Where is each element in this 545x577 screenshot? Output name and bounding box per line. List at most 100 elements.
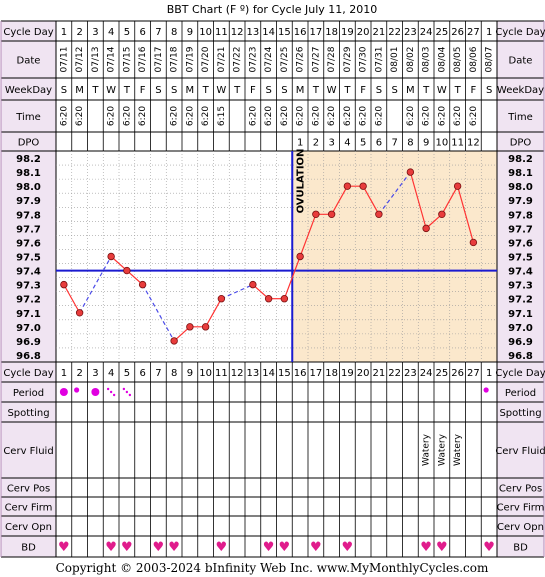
date-label: 07/24 [264, 46, 274, 72]
row-label-bg-left [1, 362, 56, 382]
period-marker-heavy [59, 388, 68, 396]
bd-heart-marker: ♥ [121, 540, 133, 555]
temp-tick-right: 97.9 [508, 196, 533, 207]
row-label-bg-left [1, 151, 56, 362]
temp-tick-right: 97.3 [508, 281, 533, 292]
weekday-label: S [391, 85, 397, 96]
row-label-wd: WeekDay [5, 85, 52, 96]
date-label: 07/25 [280, 47, 290, 73]
temp-tick-right: 98.1 [508, 168, 533, 179]
row-label-copn-right: Cerv Opn [497, 522, 544, 533]
row-label-fluid: Cerv Fluid [3, 446, 53, 457]
row-label-bg-right [497, 362, 544, 382]
temp-tick-right: 97.0 [508, 323, 533, 334]
cycle-day-label-bottom: 5 [124, 368, 130, 379]
temp-point [217, 295, 226, 303]
cycle-day-label: 3 [92, 27, 98, 38]
temp-line-segment [63, 284, 81, 314]
cycle-day-label: 27 [467, 27, 480, 38]
row-label-date: Date [17, 56, 41, 67]
cycle-day-label-bottom: 12 [231, 368, 244, 379]
cycle-day-label: 11 [215, 27, 228, 38]
cycle-day-label-bottom: 7 [155, 368, 161, 379]
cycle-day-label-bottom: 1 [486, 368, 492, 379]
time-label: 6:20 [296, 106, 306, 126]
temp-point [186, 323, 194, 331]
weekday-label: S [376, 85, 382, 96]
temp-tick-left: 97.8 [16, 210, 41, 221]
period-marker-light [109, 390, 113, 394]
time-label: 6:20 [453, 106, 463, 126]
date-label: 07/28 [327, 46, 337, 72]
cycle-day-label: 5 [124, 27, 130, 38]
temp-point [438, 210, 446, 218]
date-label: 08/03 [422, 47, 432, 73]
bd-heart-marker: ♥ [420, 540, 432, 555]
temp-tick-left: 96.9 [16, 337, 41, 348]
weekday-label: S [486, 85, 492, 96]
time-label: 6:20 [201, 106, 211, 126]
bd-heart-marker: ♥ [310, 540, 322, 555]
row-label-date-right: Date [509, 56, 533, 67]
ovulation-label: OVULATION [295, 149, 306, 214]
temp-tick-right: 96.8 [508, 351, 533, 362]
cycle-day-label: 7 [155, 27, 161, 38]
date-label: 08/06 [469, 46, 479, 72]
time-label: 6:15 [217, 106, 227, 126]
cycle-day-label: 1 [486, 27, 492, 38]
row-label-bg-left [1, 78, 56, 100]
weekday-label: T [233, 85, 241, 96]
dpo-label: 4 [344, 138, 350, 149]
cycle-day-label: 20 [357, 27, 370, 38]
row-label-bg-right [497, 478, 544, 497]
bd-heart-marker: ♥ [58, 540, 70, 555]
dpo-label: 10 [436, 138, 449, 149]
cycle-day-label-bottom: 10 [199, 368, 212, 379]
temp-gap-segment [378, 171, 411, 215]
date-label: 07/29 [343, 46, 353, 72]
temp-point [375, 210, 383, 218]
date-label: 07/18 [170, 46, 180, 72]
weekday-label: F [470, 85, 476, 96]
temp-point [343, 182, 352, 190]
cycle-day-label: 22 [388, 27, 401, 38]
cycle-day-label: 4 [108, 27, 114, 38]
row-label-bg-left [1, 41, 56, 78]
date-label: 07/19 [185, 46, 195, 72]
cycle-day-label-bottom: 11 [215, 368, 228, 379]
date-label: 07/11 [59, 47, 69, 73]
cycle-day-label-bottom: 23 [404, 368, 417, 379]
weekday-label: T [312, 85, 320, 96]
cycle-day-label: 25 [436, 27, 449, 38]
cycle-day-label-bottom: 17 [310, 368, 323, 379]
row-label-bg-right [497, 536, 544, 557]
cycle-day-label: 2 [76, 27, 82, 38]
row-label-cd1: Cycle Day [3, 27, 53, 38]
row-label-wd-right: WeekDay [497, 85, 544, 96]
weekday-label: M [296, 85, 305, 96]
row-label-cfirm-right: Cerv Firm [497, 503, 545, 514]
dpo-label: 9 [423, 138, 429, 149]
row-label-bd-right: BD [513, 543, 528, 554]
weekday-label: F [250, 85, 256, 96]
dpo-label: 3 [328, 138, 334, 149]
temp-point [264, 295, 273, 303]
weekday-label: S [281, 85, 287, 96]
dpo-label: 2 [313, 138, 319, 149]
date-label: 07/17 [154, 47, 164, 73]
cycle-day-label: 16 [294, 27, 307, 38]
row-label-bg-left [1, 402, 56, 422]
date-label: 07/21 [217, 47, 227, 73]
row-label-cd2: Cycle Day [3, 368, 53, 379]
date-label: 08/04 [437, 46, 447, 72]
temp-point [249, 280, 257, 289]
cycle-day-label-bottom: 25 [436, 368, 449, 379]
row-label-bg-left [1, 100, 56, 132]
weekday-label: F [360, 85, 366, 96]
cycle-day-label-bottom: 3 [92, 368, 98, 379]
period-marker-light [106, 387, 110, 391]
row-label-spot: Spotting [7, 408, 49, 419]
cycle-day-label-bottom: 22 [388, 368, 401, 379]
row-label-bg-left [1, 497, 56, 516]
temp-point [201, 323, 210, 331]
